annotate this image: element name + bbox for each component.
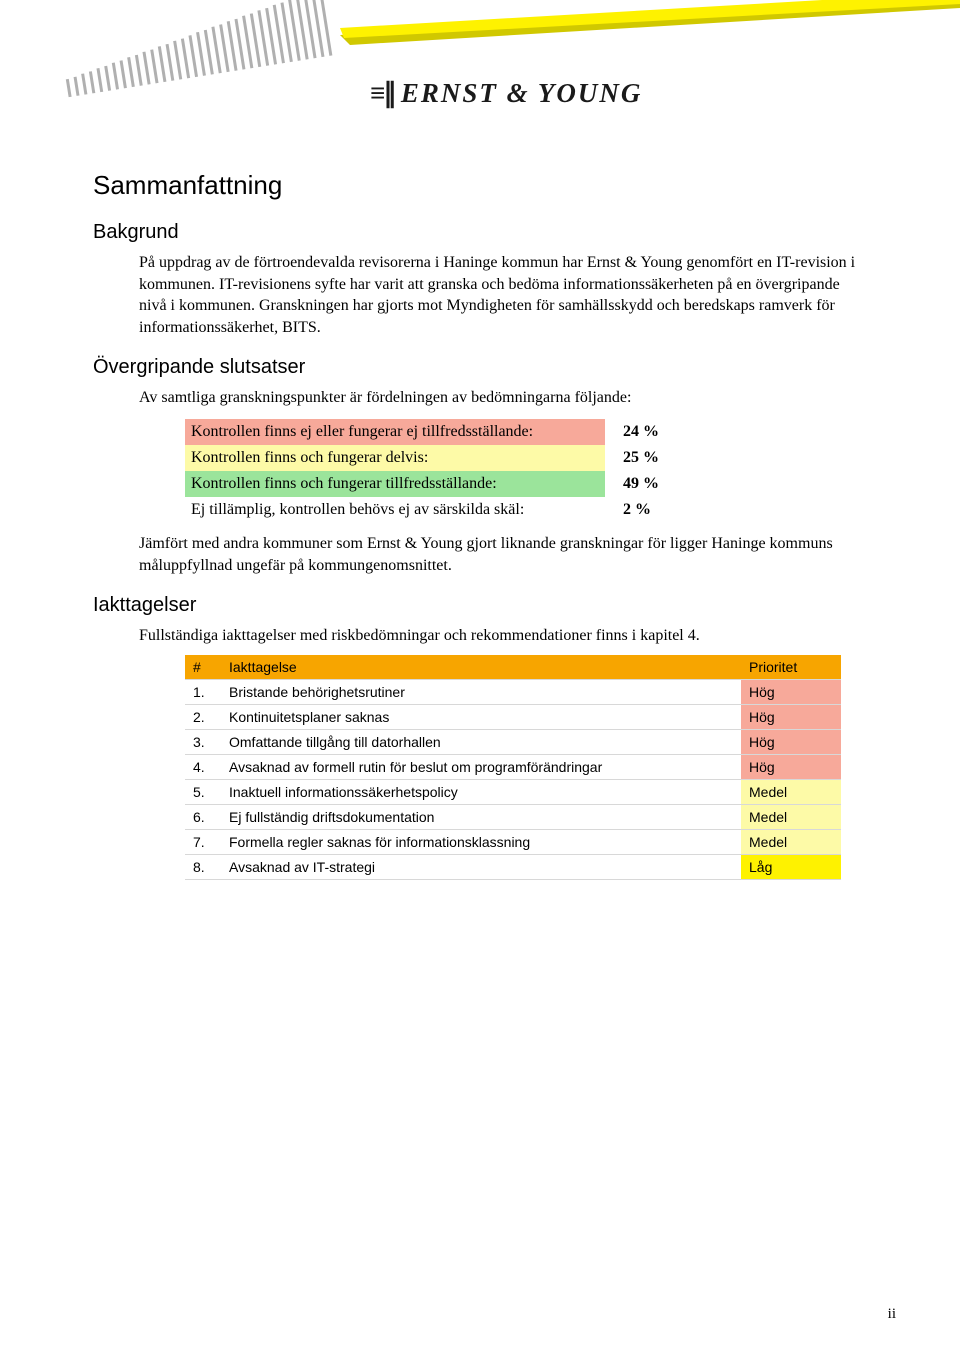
overgripande-intro: Av samtliga granskningspunkter är fördel… bbox=[139, 387, 867, 409]
logo-text: ERNST & YOUNG bbox=[401, 78, 643, 108]
company-logo: ≡∥ERNST & YOUNG bbox=[370, 78, 642, 109]
observation-num: 4. bbox=[185, 754, 221, 779]
observation-row: 8.Avsaknad av IT-strategiLåg bbox=[185, 854, 841, 879]
assessment-label: Kontrollen finns och fungerar tillfredss… bbox=[185, 471, 605, 497]
observation-priority: Medel bbox=[741, 829, 841, 854]
barcode-graphic bbox=[58, 0, 357, 109]
page-content: Sammanfattning Bakgrund På uppdrag av de… bbox=[93, 170, 867, 880]
observation-desc: Bristande behörighetsrutiner bbox=[221, 679, 741, 704]
section-heading-bakgrund: Bakgrund bbox=[93, 221, 867, 244]
assessment-row: Kontrollen finns ej eller fungerar ej ti… bbox=[185, 419, 675, 445]
logo-icon: ≡∥ bbox=[370, 78, 395, 109]
observation-priority: Hög bbox=[741, 729, 841, 754]
iakttagelser-intro: Fullständiga iakttagelser med riskbedömn… bbox=[139, 625, 867, 647]
observation-row: 2.Kontinuitetsplaner saknasHög bbox=[185, 704, 841, 729]
observation-desc: Ej fullständig driftsdokumentation bbox=[221, 804, 741, 829]
observation-desc: Inaktuell informationssäkerhetspolicy bbox=[221, 779, 741, 804]
yellow-beam-graphic bbox=[340, 0, 960, 60]
observation-num: 8. bbox=[185, 854, 221, 879]
bakgrund-paragraph: På uppdrag av de förtroendevalda revisor… bbox=[139, 252, 867, 338]
observation-row: 7.Formella regler saknas för information… bbox=[185, 829, 841, 854]
assessment-row: Kontrollen finns och fungerar tillfredss… bbox=[185, 471, 675, 497]
page-title: Sammanfattning bbox=[93, 170, 867, 201]
assessment-row: Ej tillämplig, kontrollen behövs ej av s… bbox=[185, 497, 675, 523]
observation-desc: Kontinuitetsplaner saknas bbox=[221, 704, 741, 729]
observation-row: 5.Inaktuell informationssäkerhetspolicyM… bbox=[185, 779, 841, 804]
assessment-label: Ej tillämplig, kontrollen behövs ej av s… bbox=[185, 497, 605, 523]
observations-header-row: # Iakttagelse Prioritet bbox=[185, 655, 841, 680]
observation-row: 1.Bristande behörighetsrutinerHög bbox=[185, 679, 841, 704]
assessment-row: Kontrollen finns och fungerar delvis:25 … bbox=[185, 445, 675, 471]
assessment-label: Kontrollen finns ej eller fungerar ej ti… bbox=[185, 419, 605, 445]
observation-desc: Avsaknad av formell rutin för beslut om … bbox=[221, 754, 741, 779]
observation-desc: Formella regler saknas för informationsk… bbox=[221, 829, 741, 854]
observation-priority: Medel bbox=[741, 779, 841, 804]
assessment-pct: 25 % bbox=[605, 445, 675, 471]
assessment-pct: 2 % bbox=[605, 497, 675, 523]
observation-row: 6.Ej fullständig driftsdokumentationMede… bbox=[185, 804, 841, 829]
header-graphics: ≡∥ERNST & YOUNG bbox=[0, 0, 960, 140]
observation-num: 1. bbox=[185, 679, 221, 704]
observation-desc: Avsaknad av IT-strategi bbox=[221, 854, 741, 879]
page-number: ii bbox=[888, 1306, 896, 1323]
observations-table: # Iakttagelse Prioritet 1.Bristande behö… bbox=[185, 655, 841, 880]
col-header-num: # bbox=[185, 655, 221, 680]
observation-row: 4.Avsaknad av formell rutin för beslut o… bbox=[185, 754, 841, 779]
observation-desc: Omfattande tillgång till datorhallen bbox=[221, 729, 741, 754]
observation-row: 3.Omfattande tillgång till datorhallenHö… bbox=[185, 729, 841, 754]
assessment-pct: 49 % bbox=[605, 471, 675, 497]
observation-num: 7. bbox=[185, 829, 221, 854]
observation-priority: Medel bbox=[741, 804, 841, 829]
overgripande-outro: Jämfört med andra kommuner som Ernst & Y… bbox=[139, 533, 867, 576]
col-header-desc: Iakttagelse bbox=[221, 655, 741, 680]
observation-num: 2. bbox=[185, 704, 221, 729]
observation-priority: Hög bbox=[741, 679, 841, 704]
observation-num: 6. bbox=[185, 804, 221, 829]
observation-priority: Hög bbox=[741, 754, 841, 779]
observation-priority: Låg bbox=[741, 854, 841, 879]
assessment-label: Kontrollen finns och fungerar delvis: bbox=[185, 445, 605, 471]
observation-num: 3. bbox=[185, 729, 221, 754]
assessment-pct: 24 % bbox=[605, 419, 675, 445]
section-heading-iakttagelser: Iakttagelser bbox=[93, 594, 867, 617]
assessment-table: Kontrollen finns ej eller fungerar ej ti… bbox=[185, 419, 675, 523]
observation-priority: Hög bbox=[741, 704, 841, 729]
section-heading-overgripande: Övergripande slutsatser bbox=[93, 356, 867, 379]
observation-num: 5. bbox=[185, 779, 221, 804]
col-header-prio: Prioritet bbox=[741, 655, 841, 680]
